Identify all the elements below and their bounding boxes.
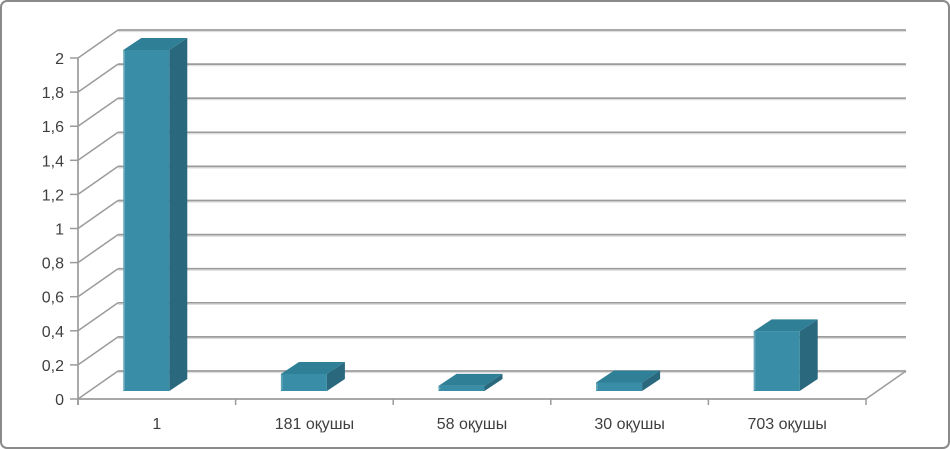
y-tick-label: 1,4: [42, 153, 64, 170]
floor-right-edge: [865, 370, 907, 400]
bar-side-face: [799, 319, 818, 391]
bar-top-face: [280, 361, 345, 374]
x-category-label: 30 оқушы: [594, 416, 664, 433]
bar-side-face: [484, 373, 503, 391]
y-tick-label: 0: [55, 392, 64, 409]
y-tick-label: 0,6: [42, 290, 64, 307]
gridline-depth-connector: [77, 370, 119, 400]
y-tick-label: 1,6: [42, 119, 64, 136]
bar-front-face: [596, 382, 643, 391]
gridline-depth-connector: [77, 336, 119, 366]
y-tick-label: 0,8: [42, 256, 64, 273]
gridline-depth-connector: [77, 63, 119, 93]
y-tick-label: 0,2: [42, 358, 64, 375]
x-category-label: 1: [152, 416, 161, 433]
gridline-depth-connector: [77, 29, 119, 59]
bar-side-face: [326, 361, 345, 391]
y-tick-label: 1: [55, 222, 64, 239]
gridline-depth-connector: [77, 199, 119, 230]
gridline-depth-connector: [77, 268, 119, 298]
gridline-depth-connector: [77, 233, 119, 264]
bar-front-face: [438, 385, 485, 391]
bar-top-face: [123, 38, 188, 50]
bar-front-face: [753, 331, 800, 391]
bar-top-face: [753, 319, 818, 332]
bar-top-face: [596, 370, 661, 383]
bar-front-face: [123, 50, 170, 391]
bar-side-face: [642, 370, 661, 391]
x-category-label: 181 оқушы: [275, 416, 354, 433]
y-tick-label: 1,2: [42, 187, 64, 204]
x-category-label: 703 оқушы: [748, 416, 827, 433]
x-category-label: 58 оқушы: [437, 416, 507, 433]
bar-top-face: [438, 373, 503, 386]
bar-front-face: [280, 373, 327, 391]
gridline-depth-connector: [77, 165, 119, 196]
gridline-depth-connector: [77, 302, 119, 332]
bar-side-face: [169, 38, 188, 391]
y-tick-label: 0,4: [42, 324, 64, 341]
gridline-depth-connector: [77, 97, 119, 127]
y-tick-label: 1,8: [42, 85, 64, 102]
y-tick-label: 2: [55, 51, 64, 68]
gridline-depth-connector: [77, 131, 119, 161]
